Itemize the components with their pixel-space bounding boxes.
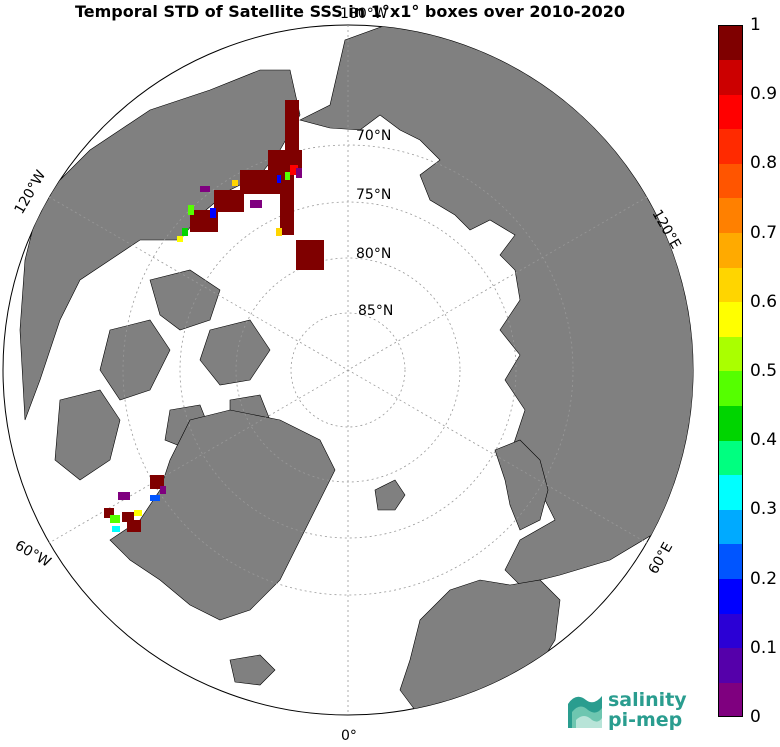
std-box bbox=[118, 492, 130, 500]
std-box bbox=[122, 512, 134, 522]
colorbar-segment bbox=[718, 578, 743, 614]
std-box bbox=[210, 208, 216, 218]
std-box bbox=[290, 165, 298, 175]
lat-label-75: 75°N bbox=[356, 187, 391, 203]
std-box bbox=[296, 240, 324, 270]
std-box bbox=[296, 168, 302, 178]
std-box bbox=[150, 495, 160, 501]
colorbar-tick-label: 0.4 bbox=[750, 430, 778, 451]
colorbar-segment bbox=[718, 336, 743, 372]
salinity-pi-mep-logo: salinity pi-mep bbox=[566, 690, 687, 730]
colorbar-tick-label: 0.8 bbox=[750, 153, 778, 174]
land-canadian-archipelago bbox=[54, 269, 271, 481]
std-box bbox=[104, 508, 114, 518]
colorbar-tick-label: 0 bbox=[750, 707, 761, 727]
std-box bbox=[127, 520, 141, 532]
colorbar-tick-label: 1 bbox=[750, 15, 761, 35]
colorbar-segment bbox=[718, 682, 743, 718]
colorbar-segment bbox=[718, 267, 743, 303]
std-box bbox=[285, 100, 299, 150]
std-box bbox=[200, 186, 210, 192]
std-box bbox=[150, 475, 164, 489]
colorbar-tick-label: 0.7 bbox=[750, 222, 778, 243]
colorbar-segment bbox=[718, 405, 743, 441]
colorbar-tick-label: 0.6 bbox=[750, 291, 778, 312]
std-box bbox=[112, 526, 120, 532]
colorbar-segment bbox=[718, 198, 743, 234]
land-iceland bbox=[229, 654, 276, 686]
lat-label-80: 80°N bbox=[356, 246, 391, 262]
graticule bbox=[48, 25, 648, 715]
colorbar-segment bbox=[718, 544, 743, 580]
colorbar-segment bbox=[718, 59, 743, 95]
colorbar-segment bbox=[718, 301, 743, 337]
std-box bbox=[182, 228, 188, 236]
lon-label-top: 180°W bbox=[340, 6, 388, 22]
land-svalbard bbox=[374, 479, 406, 511]
std-box bbox=[232, 180, 238, 186]
colorbar-segment bbox=[718, 371, 743, 407]
lat-label-85: 85°N bbox=[358, 303, 393, 319]
std-box bbox=[177, 236, 183, 242]
colorbar-segment bbox=[718, 25, 743, 61]
colorbar-segment bbox=[718, 128, 743, 164]
colorbar-segment bbox=[718, 509, 743, 545]
map-title: Temporal STD of Satellite SSS in 1°x1° b… bbox=[74, 2, 626, 21]
std-box bbox=[134, 510, 142, 516]
std-box bbox=[160, 486, 166, 494]
colorbar-segment bbox=[718, 163, 743, 199]
colorbar-segment bbox=[718, 440, 743, 476]
std-box bbox=[277, 175, 281, 183]
std-box bbox=[280, 175, 294, 235]
colorbar-tick-label: 0.9 bbox=[750, 84, 778, 105]
logo-line-2: pi-mep bbox=[608, 709, 683, 731]
std-box bbox=[188, 205, 194, 215]
colorbar-segment bbox=[718, 474, 743, 510]
colorbar-tick-label: 0.1 bbox=[750, 637, 778, 658]
std-box bbox=[276, 228, 282, 236]
std-boxes bbox=[104, 100, 324, 532]
lon-label-bottom: 0° bbox=[341, 728, 357, 744]
colorbar-segment bbox=[718, 613, 743, 649]
std-box bbox=[285, 172, 290, 180]
colorbar-tick-label: 0.2 bbox=[750, 568, 778, 589]
wave-logo-icon bbox=[568, 696, 602, 728]
logo-line-1: salinity bbox=[608, 689, 687, 711]
colorbar-tick-label: 0.5 bbox=[750, 361, 778, 381]
std-box bbox=[214, 190, 244, 212]
colorbar-segment bbox=[718, 94, 743, 130]
colorbar-tick-label: 0.3 bbox=[750, 499, 778, 520]
colorbar-segment bbox=[718, 647, 743, 683]
land-greenland bbox=[109, 409, 336, 621]
colorbar-segment bbox=[718, 232, 743, 268]
lon-label-60w: 60°W bbox=[12, 538, 54, 571]
lat-label-70: 70°N bbox=[356, 128, 391, 144]
std-box bbox=[250, 200, 262, 208]
std-box bbox=[110, 515, 120, 523]
lon-label-60e: 60°E bbox=[646, 540, 677, 577]
